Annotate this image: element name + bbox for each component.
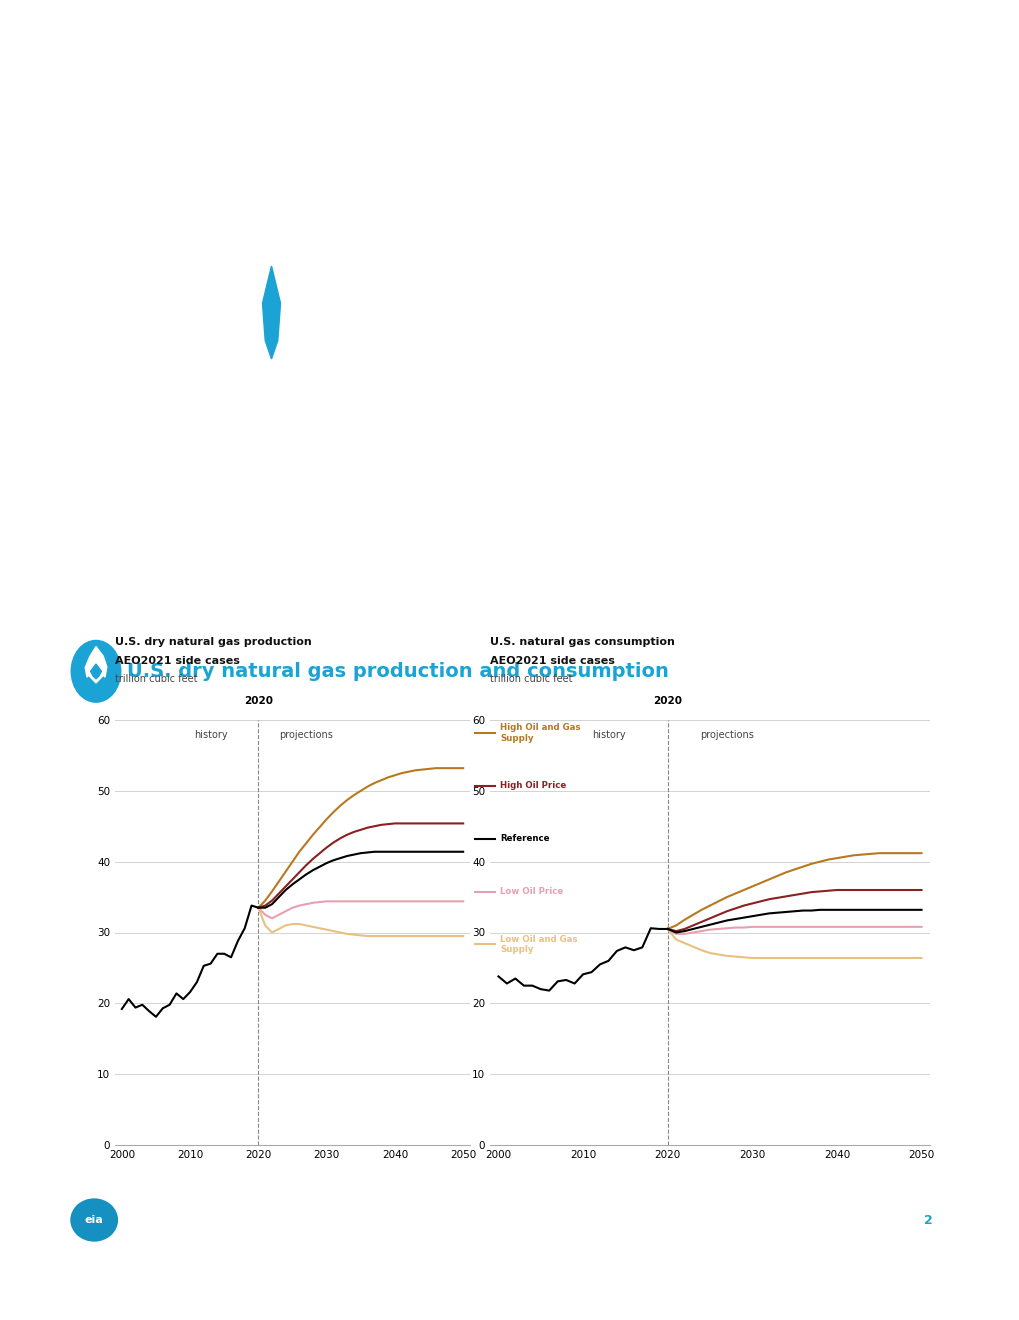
Text: High Oil and Gas
Supply: High Oil and Gas Supply bbox=[500, 723, 581, 743]
Text: (AEO2021): (AEO2021) bbox=[435, 1214, 491, 1225]
Text: Annual Energy Outlook 2021: Annual Energy Outlook 2021 bbox=[318, 1214, 459, 1225]
Text: projections: projections bbox=[279, 730, 333, 739]
Text: history: history bbox=[194, 730, 227, 739]
Text: Low Oil and Gas
Supply: Low Oil and Gas Supply bbox=[500, 935, 578, 954]
Polygon shape bbox=[91, 664, 101, 678]
Polygon shape bbox=[245, 164, 299, 383]
Polygon shape bbox=[86, 647, 107, 682]
Text: AEO2021 side cases: AEO2021 side cases bbox=[489, 656, 614, 665]
Text: Reference: Reference bbox=[500, 834, 549, 843]
Text: www.eia.gov/aeo: www.eia.gov/aeo bbox=[780, 1214, 862, 1225]
Text: 2020: 2020 bbox=[244, 696, 273, 706]
Ellipse shape bbox=[71, 640, 120, 702]
Ellipse shape bbox=[69, 1197, 119, 1242]
Text: High Oil Price: High Oil Price bbox=[500, 781, 567, 791]
Circle shape bbox=[658, 1203, 1019, 1238]
Text: projections: projections bbox=[699, 730, 753, 739]
Text: 2: 2 bbox=[923, 1213, 932, 1226]
Text: Source: U.S. Energy Information Administration,: Source: U.S. Energy Information Administ… bbox=[143, 1214, 379, 1225]
Text: U.S. dry natural gas production and consumption: U.S. dry natural gas production and cons… bbox=[127, 661, 668, 681]
Text: U.S. natural gas consumption: U.S. natural gas consumption bbox=[489, 638, 675, 647]
Text: Natural gas: Natural gas bbox=[401, 294, 634, 331]
Polygon shape bbox=[262, 267, 280, 359]
Text: U.S. dry natural gas production: U.S. dry natural gas production bbox=[115, 638, 312, 647]
Text: 2020: 2020 bbox=[652, 696, 682, 706]
Text: eia: eia bbox=[85, 1214, 104, 1225]
Text: trillion cubic feet: trillion cubic feet bbox=[489, 675, 572, 684]
Text: trillion cubic feet: trillion cubic feet bbox=[115, 675, 198, 684]
Text: Low Oil Price: Low Oil Price bbox=[500, 887, 564, 896]
Text: history: history bbox=[591, 730, 625, 739]
Text: AEO2021 side cases: AEO2021 side cases bbox=[115, 656, 239, 665]
